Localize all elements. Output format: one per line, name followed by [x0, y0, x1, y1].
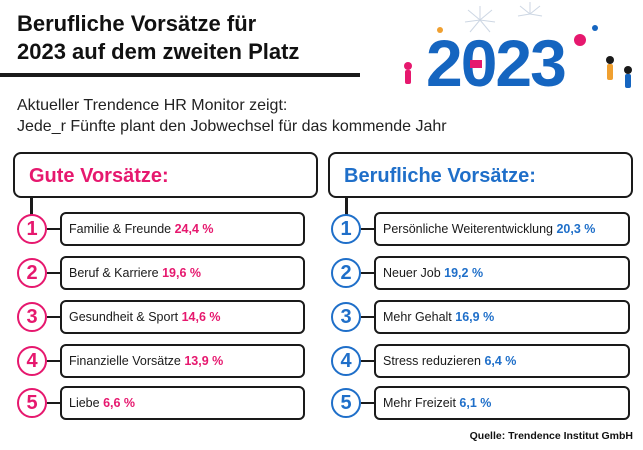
item-label: Persönliche Weiterentwicklung [383, 222, 557, 236]
list-item: 2 Neuer Job 19,2 % [331, 256, 630, 290]
rank-badge: 1 [331, 214, 361, 244]
rank-badge: 1 [17, 214, 47, 244]
rank-connector [47, 272, 60, 274]
item-value: 14,6 % [181, 310, 221, 324]
list-item: 5 Liebe 6,6 % [17, 386, 305, 420]
list-item: 1 Familie & Freunde 24,4 % [17, 212, 305, 246]
item-box: Gesundheit & Sport 14,6 % [60, 300, 305, 334]
item-label: Neuer Job [383, 266, 445, 280]
rank-badge: 3 [331, 302, 361, 332]
page-title: Berufliche Vorsätze für 2023 auf dem zwe… [17, 10, 377, 66]
list-item: 1 Persönliche Weiterentwicklung 20,3 % [331, 212, 630, 246]
title-line-1: Berufliche Vorsätze für [17, 11, 257, 36]
item-value: 16,9 % [455, 310, 495, 324]
item-box: Neuer Job 19,2 % [374, 256, 630, 290]
list-item: 3 Gesundheit & Sport 14,6 % [17, 300, 305, 334]
rank-badge: 2 [17, 258, 47, 288]
subtitle-line-1: Aktueller Trendence HR Monitor zeigt: [17, 97, 288, 114]
item-label: Beruf & Karriere [69, 266, 163, 280]
year-2023-illustration: 2023 [404, 2, 632, 100]
item-label: Finanzielle Vorsätze [69, 354, 185, 368]
left-panel-title: Gute Vorsätze: [29, 165, 169, 187]
item-box: Mehr Gehalt 16,9 % [374, 300, 630, 334]
firework-icon [464, 2, 543, 33]
list-item: 3 Mehr Gehalt 16,9 % [331, 300, 630, 334]
rank-connector [47, 360, 60, 362]
rank-connector [47, 316, 60, 318]
left-panel-connector [30, 196, 33, 226]
item-value: 19,6 % [162, 266, 202, 280]
list-item: 4 Stress reduzieren 6,4 % [331, 344, 630, 378]
rank-connector [361, 360, 374, 362]
item-box: Finanzielle Vorsätze 13,9 % [60, 344, 305, 378]
item-value: 19,2 % [444, 266, 484, 280]
subtitle-line-2: Jede_r Fünfte plant den Jobwechsel für d… [17, 118, 447, 135]
right-panel-header: Berufliche Vorsätze: [328, 152, 633, 198]
rank-connector [361, 228, 374, 230]
rank-connector [361, 402, 374, 404]
right-panel-connector [345, 196, 348, 226]
list-item: 2 Beruf & Karriere 19,6 % [17, 256, 305, 290]
list-item: 5 Mehr Freizeit 6,1 % [331, 386, 630, 420]
item-box: Stress reduzieren 6,4 % [374, 344, 630, 378]
rank-badge: 5 [17, 388, 47, 418]
item-box: Mehr Freizeit 6,1 % [374, 386, 630, 420]
rank-badge: 2 [331, 258, 361, 288]
item-label: Gesundheit & Sport [69, 310, 182, 324]
subtitle: Aktueller Trendence HR Monitor zeigt: Je… [17, 95, 637, 137]
item-value: 6,6 % [103, 396, 136, 410]
item-value: 24,4 % [174, 222, 214, 236]
rank-badge: 3 [17, 302, 47, 332]
item-label: Liebe [69, 396, 104, 410]
title-divider [0, 73, 360, 77]
item-label: Mehr Freizeit [383, 396, 460, 410]
rank-badge: 4 [17, 346, 47, 376]
rank-connector [361, 272, 374, 274]
item-box: Persönliche Weiterentwicklung 20,3 % [374, 212, 630, 246]
source-note: Quelle: Trendence Institut GmbH [469, 430, 633, 442]
item-box: Liebe 6,6 % [60, 386, 305, 420]
list-item: 4 Finanzielle Vorsätze 13,9 % [17, 344, 305, 378]
title-line-2: 2023 auf dem zweiten Platz [17, 39, 300, 64]
item-value: 6,4 % [484, 354, 517, 368]
item-label: Stress reduzieren [383, 354, 485, 368]
year-2023-text: 2023 [426, 26, 565, 100]
people-figures-icon [404, 25, 632, 88]
rank-connector [47, 402, 60, 404]
item-value: 13,9 % [184, 354, 224, 368]
item-value: 20,3 % [556, 222, 596, 236]
rank-connector [47, 228, 60, 230]
rank-connector [361, 316, 374, 318]
left-panel-header: Gute Vorsätze: [13, 152, 318, 198]
item-box: Familie & Freunde 24,4 % [60, 212, 305, 246]
item-label: Familie & Freunde [69, 222, 175, 236]
rank-badge: 4 [331, 346, 361, 376]
rank-badge: 5 [331, 388, 361, 418]
right-panel-title: Berufliche Vorsätze: [344, 165, 536, 187]
item-label: Mehr Gehalt [383, 310, 456, 324]
item-box: Beruf & Karriere 19,6 % [60, 256, 305, 290]
item-value: 6,1 % [459, 396, 492, 410]
